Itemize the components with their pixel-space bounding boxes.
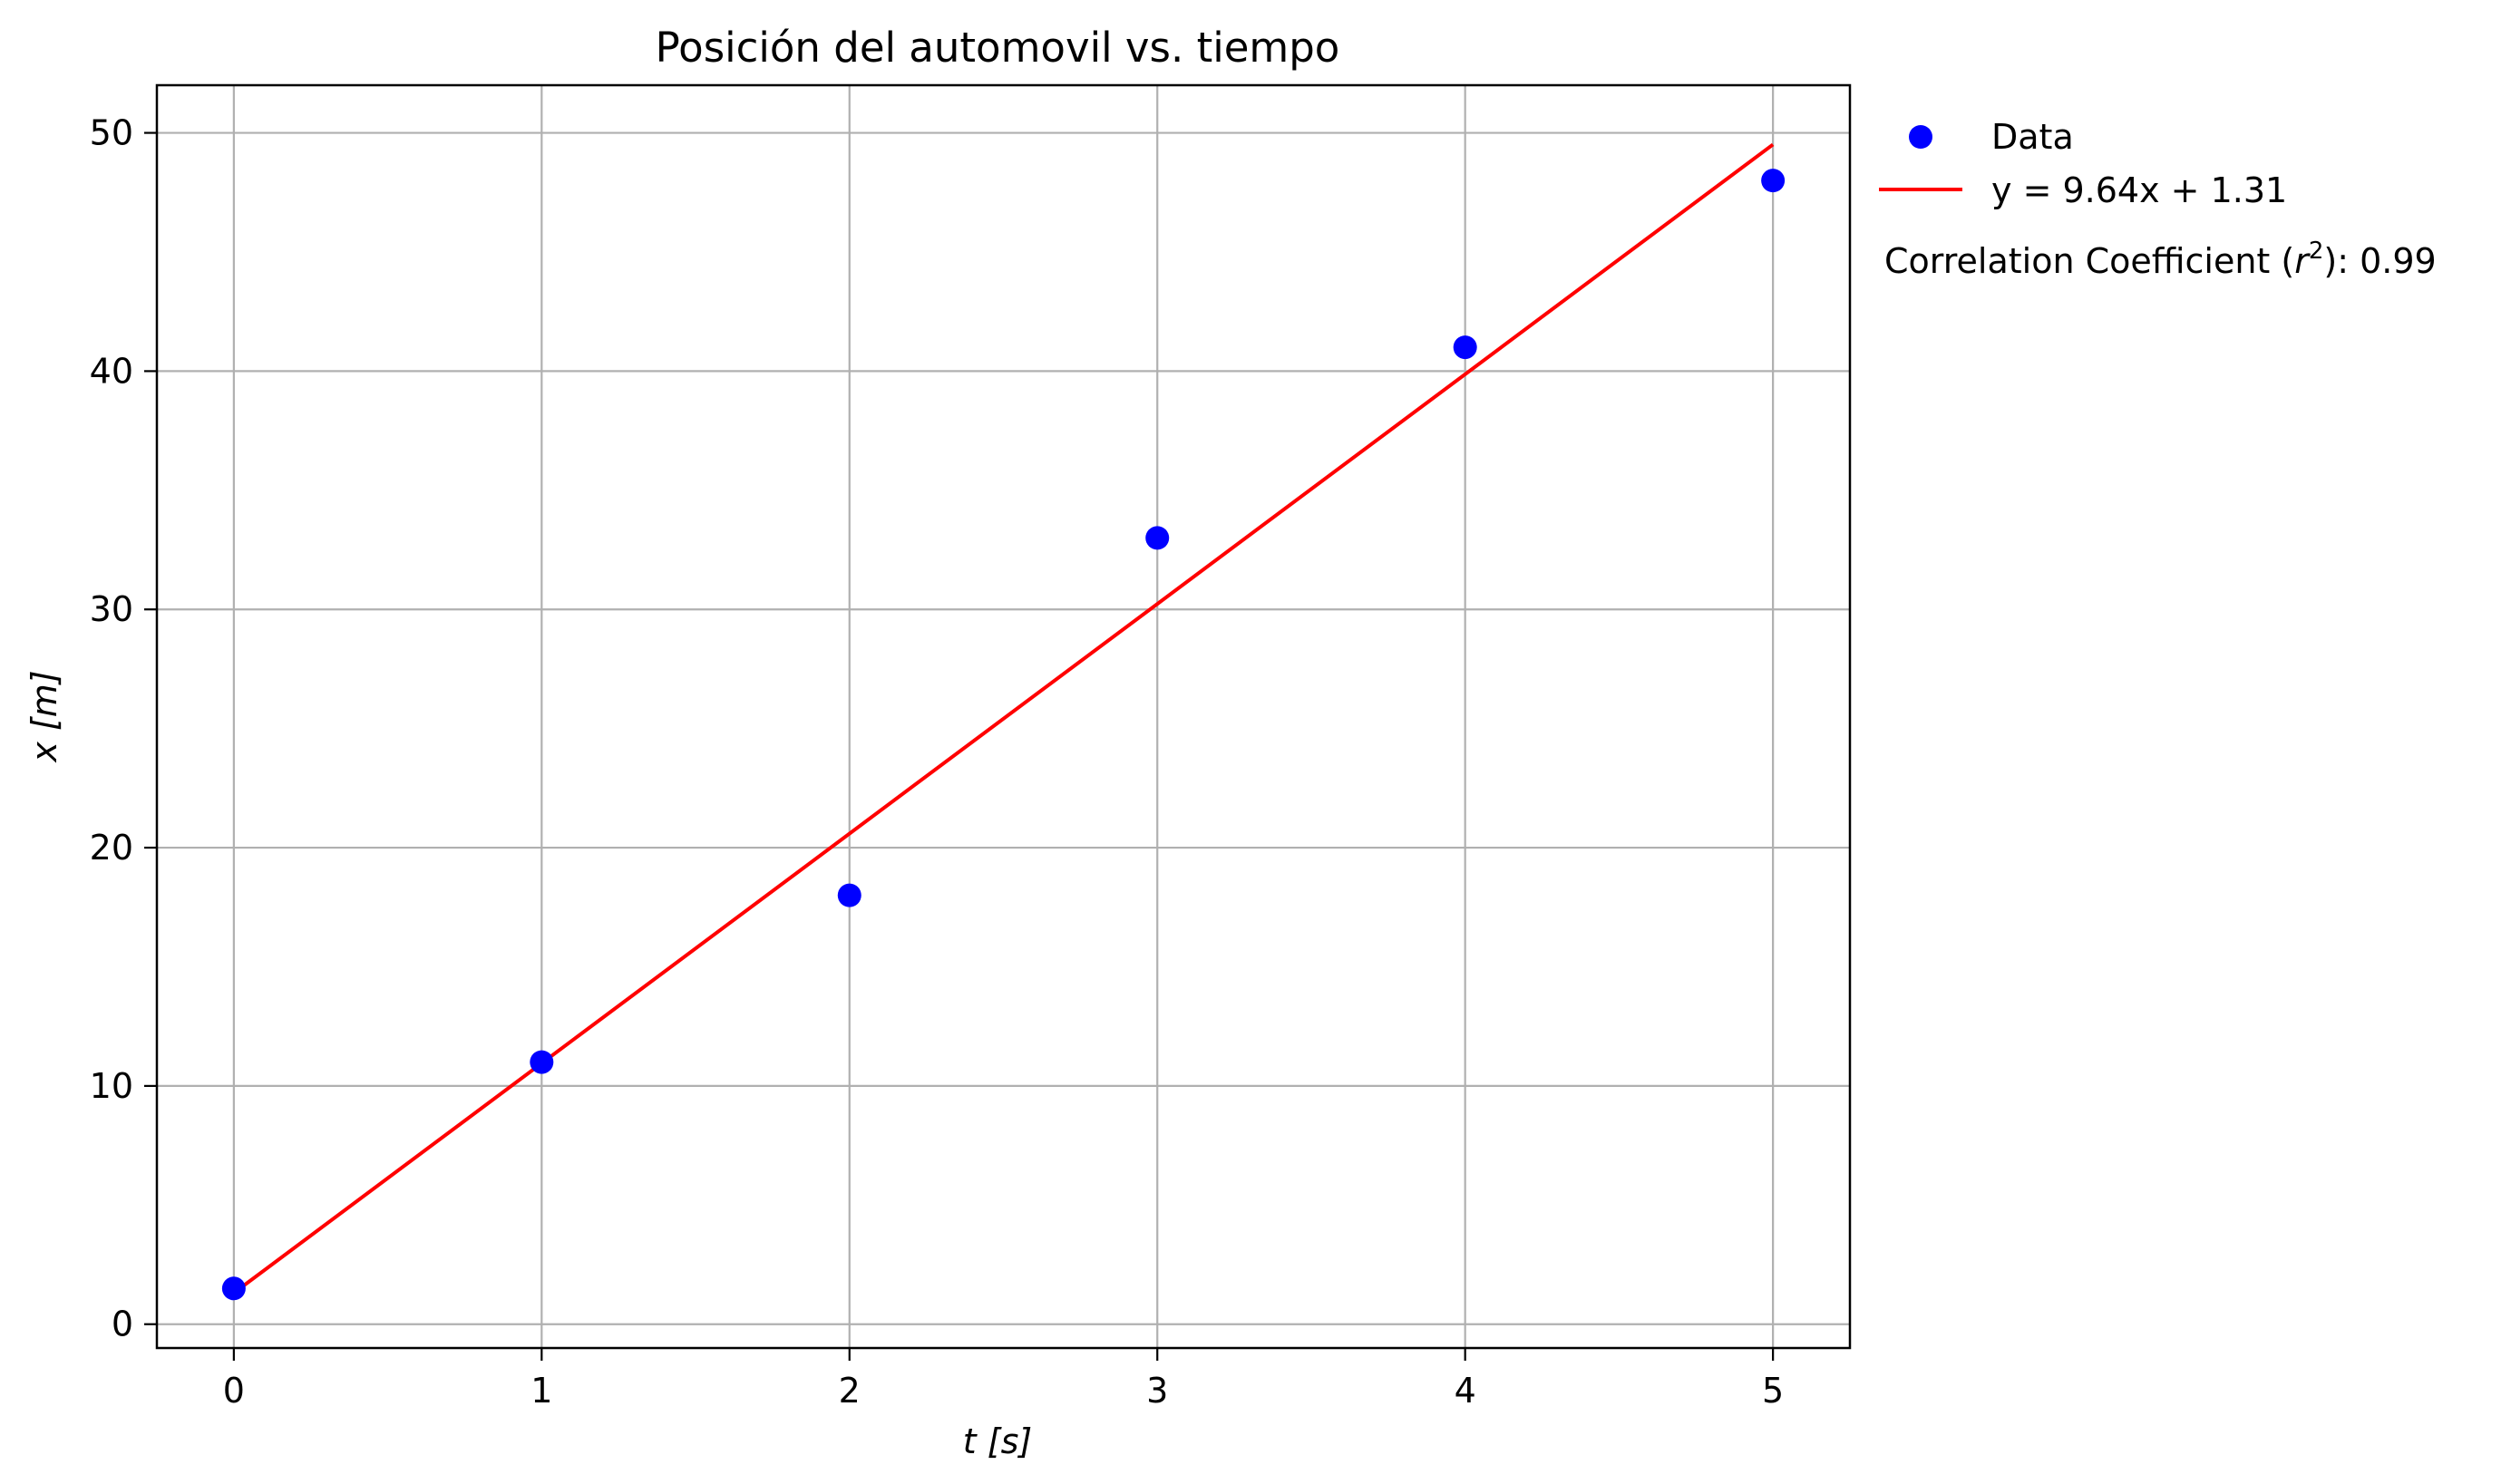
y-tick-label: 40 xyxy=(90,351,133,391)
data-point xyxy=(1453,335,1477,360)
x-tick-label: 5 xyxy=(1762,1371,1784,1411)
data-point xyxy=(221,1276,246,1301)
legend-label-fit: y = 9.64x + 1.31 xyxy=(1991,170,2287,210)
annotation-prefix: Correlation Coefficient ( xyxy=(1884,241,2294,281)
y-tick-label: 0 xyxy=(112,1305,133,1344)
y-tick-label: 10 xyxy=(90,1066,133,1106)
data-point xyxy=(1761,169,1786,193)
data-point xyxy=(530,1050,554,1074)
legend-marker-data xyxy=(1909,125,1932,149)
x-tick-label: 0 xyxy=(223,1371,245,1411)
x-tick-label: 3 xyxy=(1146,1371,1168,1411)
x-tick-label: 4 xyxy=(1455,1371,1476,1411)
plot-frame xyxy=(155,83,1852,1350)
data-point xyxy=(837,883,861,907)
legend-label-data: Data xyxy=(1991,117,2074,157)
x-axis-label: t [s] xyxy=(963,1421,1032,1461)
correlation-annotation: Correlation Coefficient (r2): 0.99 xyxy=(1884,238,2437,281)
annotation-suffix: ): 0.99 xyxy=(2323,241,2436,281)
x-tick-label: 2 xyxy=(839,1371,861,1411)
x-tick-label: 1 xyxy=(530,1371,552,1411)
y-tick-label: 20 xyxy=(90,828,133,868)
y-tick-label: 30 xyxy=(90,589,133,629)
y-tick-label: 50 xyxy=(90,113,133,153)
data-point xyxy=(1145,526,1170,550)
chart-title: Posición del automovil vs. tiempo xyxy=(656,24,1340,72)
legend: Data y = 9.64x + 1.31 xyxy=(1879,117,2287,210)
data-points xyxy=(221,169,1786,1301)
y-axis-label: x [m] xyxy=(24,670,64,762)
fit-line xyxy=(232,142,1775,1295)
grid xyxy=(157,85,1850,1348)
annotation-sup: 2 xyxy=(2309,238,2324,265)
annotation-var: r xyxy=(2294,241,2311,281)
